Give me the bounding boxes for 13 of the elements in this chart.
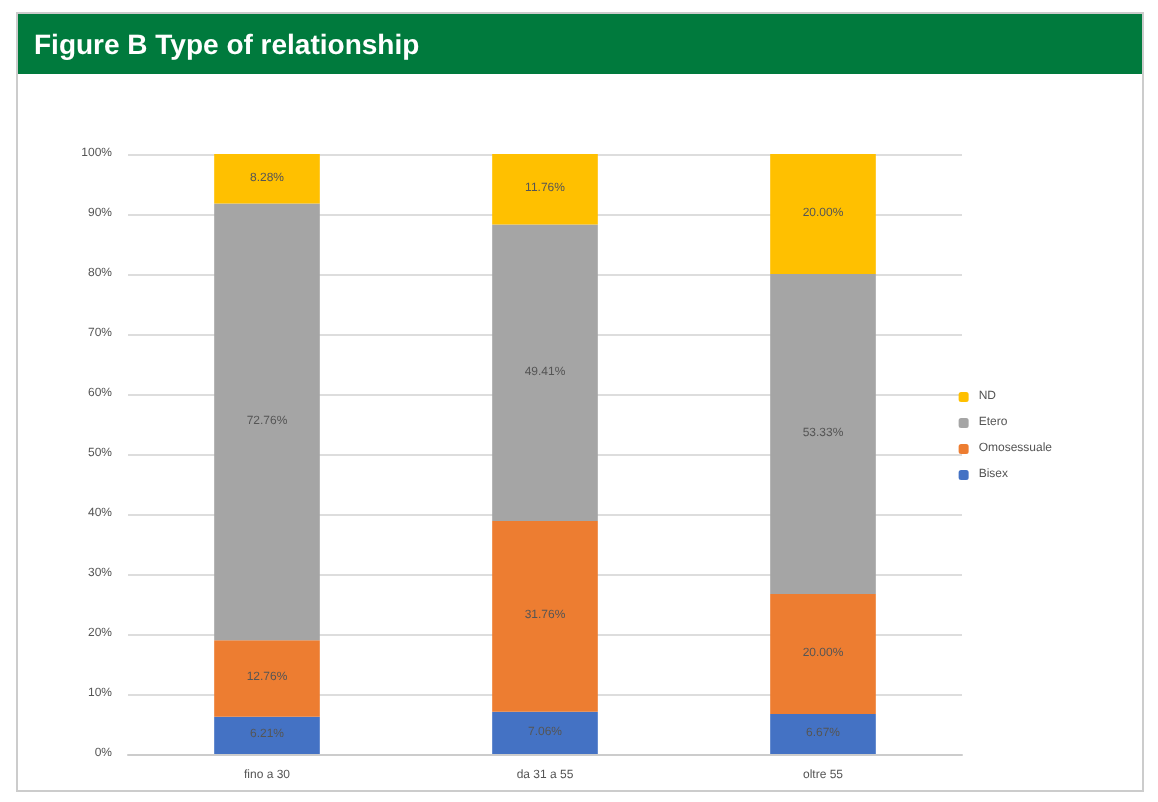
bar: [214, 640, 320, 717]
bar: [770, 154, 876, 274]
bar: [770, 593, 876, 714]
bar: [214, 154, 320, 204]
bar: [214, 716, 320, 754]
bar: [492, 521, 598, 712]
bar: [492, 711, 598, 754]
bar: [770, 713, 876, 754]
bar: [770, 274, 876, 594]
bar: [492, 154, 598, 225]
chart-title: Figure B Type of relationship: [18, 14, 1142, 74]
bar: [214, 203, 320, 641]
bar: [492, 224, 598, 522]
